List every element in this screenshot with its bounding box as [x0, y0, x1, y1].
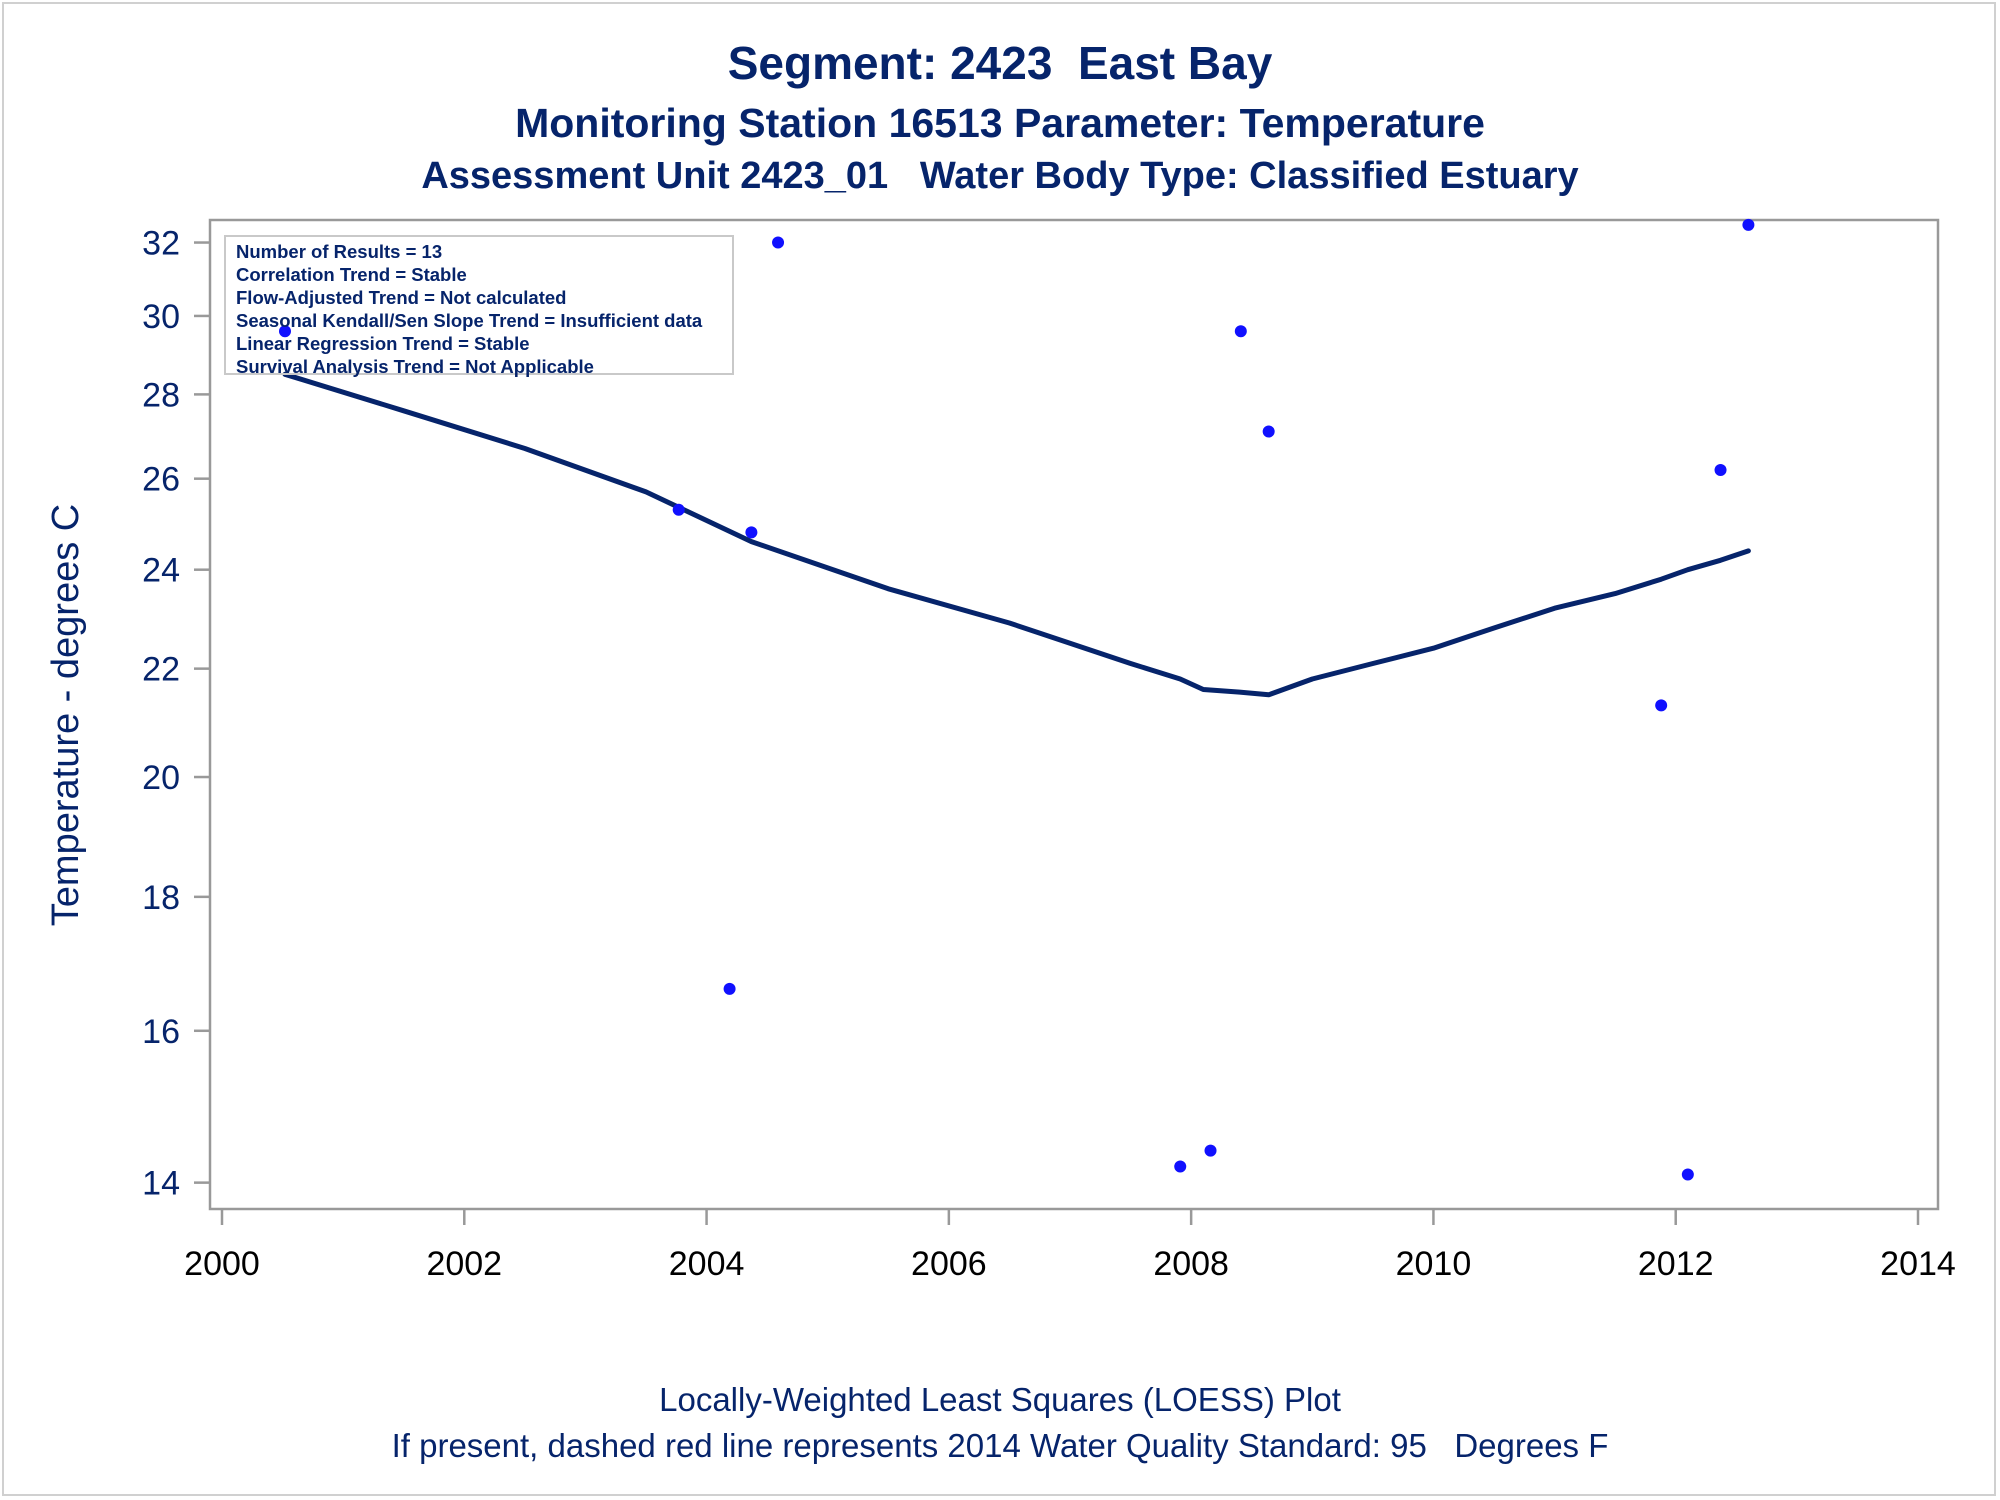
plot-area: [208, 218, 1940, 1211]
loess-series: [282, 371, 1751, 698]
y-tick-label: 22: [142, 651, 180, 689]
x-tick-label: 2000: [184, 1245, 260, 1283]
y-axis: 14 16 18 20 22 24 26 28 30 32: [142, 225, 210, 1203]
loess-line: [282, 371, 1751, 698]
data-point: [672, 503, 685, 516]
y-axis-label: Temperature - degrees C: [45, 504, 87, 926]
data-point: [1174, 1160, 1187, 1173]
data-point: [1714, 463, 1727, 476]
x-tick-label: 2010: [1396, 1245, 1472, 1283]
y-tick-label: 26: [142, 461, 180, 499]
footnote-standard: If present, dashed red line represents 2…: [391, 1427, 1609, 1464]
y-tick-label: 18: [142, 879, 180, 917]
data-point: [723, 982, 736, 995]
chart-subtitle-2: Assessment Unit 2423_01 Water Body Type:…: [421, 155, 1579, 197]
y-tick-label: 14: [142, 1165, 180, 1203]
trend-stats-box: Number of Results = 13 Correlation Trend…: [224, 235, 734, 377]
x-tick-label: 2002: [426, 1245, 502, 1283]
stat-line: Seasonal Kendall/Sen Slope Trend = Insuf…: [236, 310, 703, 331]
stat-line: Correlation Trend = Stable: [236, 264, 467, 285]
x-tick-label: 2012: [1638, 1245, 1714, 1283]
data-point: [772, 236, 785, 249]
x-tick-label: 2014: [1880, 1245, 1956, 1283]
y-tick-label: 30: [142, 298, 180, 336]
y-tick-label: 20: [142, 759, 180, 797]
stat-line: Flow-Adjusted Trend = Not calculated: [236, 287, 567, 308]
stat-line: Linear Regression Trend = Stable: [236, 333, 530, 354]
data-point: [278, 325, 291, 338]
x-axis: 2000 2002 2004 2006 2008 2010 2012 2014: [184, 1209, 1956, 1283]
data-point: [1204, 1144, 1217, 1157]
x-tick-label: 2008: [1153, 1245, 1229, 1283]
data-point: [745, 526, 758, 539]
x-tick-label: 2004: [669, 1245, 745, 1283]
scatter-series: [278, 218, 1755, 1181]
stat-line: Number of Results = 13: [236, 241, 443, 262]
y-tick-label: 24: [142, 552, 180, 590]
data-point: [1742, 218, 1755, 231]
y-tick-label: 16: [142, 1013, 180, 1051]
data-point: [1234, 325, 1247, 338]
chart-title: Segment: 2423 East Bay: [727, 37, 1273, 89]
footnote-loess: Locally-Weighted Least Squares (LOESS) P…: [659, 1381, 1341, 1418]
data-point: [1681, 1168, 1694, 1181]
chart-subtitle: Monitoring Station 16513 Parameter: Temp…: [515, 100, 1485, 146]
data-point: [1655, 699, 1668, 712]
x-tick-label: 2006: [911, 1245, 987, 1283]
y-tick-label: 32: [142, 225, 180, 263]
data-point: [1262, 425, 1275, 438]
stat-line: Survival Analysis Trend = Not Applicable: [236, 356, 594, 377]
y-tick-label: 28: [142, 376, 180, 414]
